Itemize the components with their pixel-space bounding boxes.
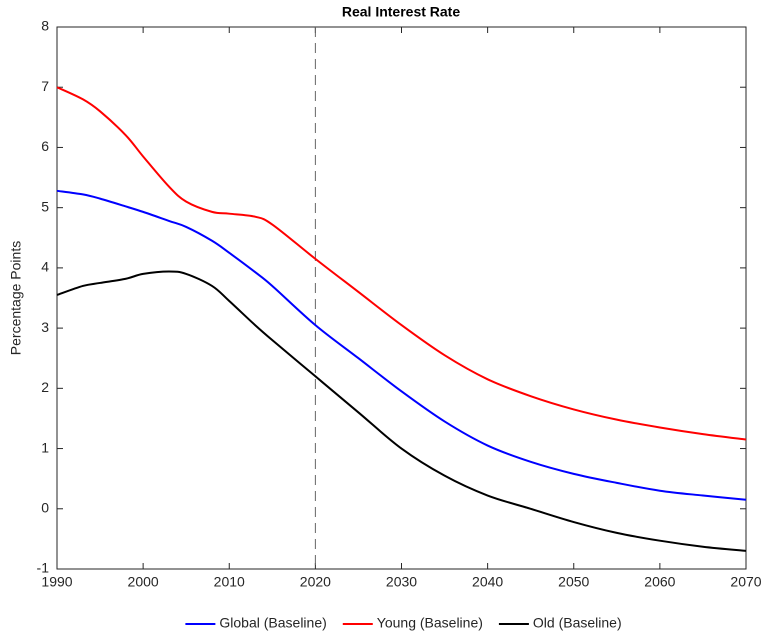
- plot-area: [56, 26, 747, 570]
- x-tick-label: 2020: [300, 574, 331, 590]
- legend-label: Young (Baseline): [377, 615, 483, 631]
- legend-label: Old (Baseline): [533, 615, 622, 631]
- y-tick-label: 6: [41, 138, 49, 154]
- y-tick-label: -1: [37, 560, 50, 576]
- y-tick-label: 8: [41, 18, 49, 34]
- y-tick-label: 2: [41, 379, 49, 395]
- y-tick-label: 4: [41, 259, 49, 275]
- x-tick-label: 2030: [386, 574, 417, 590]
- x-tick-label: 2040: [472, 574, 503, 590]
- y-tick-label: 3: [41, 319, 49, 335]
- y-tick-label: 5: [41, 198, 49, 214]
- chart-title: Real Interest Rate: [342, 4, 460, 20]
- x-tick-label: 2010: [214, 574, 245, 590]
- data-line: [56, 270, 747, 552]
- x-tick-label: 1990: [41, 574, 72, 590]
- y-axis-label: Percentage Points: [8, 241, 24, 355]
- x-tick-label: 2070: [730, 574, 761, 590]
- legend-box: [179, 613, 632, 635]
- data-line: [56, 189, 747, 501]
- x-tick-label: 2060: [644, 574, 675, 590]
- y-tick-label: 1: [41, 439, 49, 455]
- x-tick-label: 2050: [558, 574, 589, 590]
- legend-label: Global (Baseline): [219, 615, 326, 631]
- data-line: [56, 86, 747, 441]
- y-tick-label: 0: [41, 499, 49, 515]
- y-tick-label: 7: [41, 78, 49, 94]
- x-tick-label: 2000: [128, 574, 159, 590]
